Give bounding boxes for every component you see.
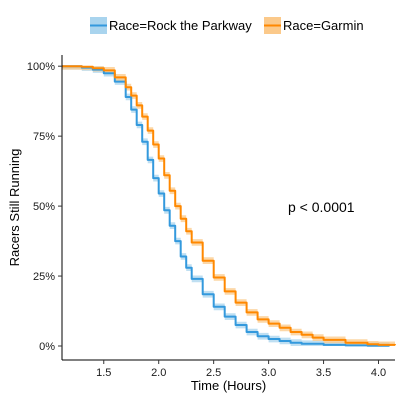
survival-curve-race-garmin xyxy=(62,65,396,346)
survival-curve-race-rock-the-parkway xyxy=(62,65,391,347)
axes: 1.5 2.0 2.5 3.0 3.5 4.0 0% 25% 50% 75% 100% xyxy=(27,55,395,379)
confidence-band-race-garmin xyxy=(62,66,395,346)
x-tick-label: 1.5 xyxy=(96,367,111,379)
x-tick-label: 2.0 xyxy=(151,367,166,379)
legend: Race=Rock the Parkway Race=Garmin xyxy=(90,17,364,34)
p-value-annotation: p < 0.0001 xyxy=(288,199,355,215)
y-tick-label: 75% xyxy=(33,131,55,143)
legend-label-race-garmin: Race=Garmin xyxy=(283,18,364,33)
x-tick-label: 3.0 xyxy=(261,367,276,379)
x-tick-label: 2.5 xyxy=(206,367,221,379)
y-tick-label: 50% xyxy=(33,201,55,213)
x-axis-title: Time (Hours) xyxy=(191,378,266,393)
x-tick-label: 3.5 xyxy=(316,367,331,379)
y-tick-label: 100% xyxy=(27,61,55,73)
confidence-bands xyxy=(62,66,395,346)
y-tick-label: 25% xyxy=(33,271,55,283)
survival-curves xyxy=(62,65,396,347)
legend-label-race-rock-the-parkway: Race=Rock the Parkway xyxy=(109,18,252,33)
y-tick-label: 0% xyxy=(39,341,55,353)
x-tick-label: 4.0 xyxy=(371,367,386,379)
y-axis-title: Racers Still Running xyxy=(7,149,22,267)
